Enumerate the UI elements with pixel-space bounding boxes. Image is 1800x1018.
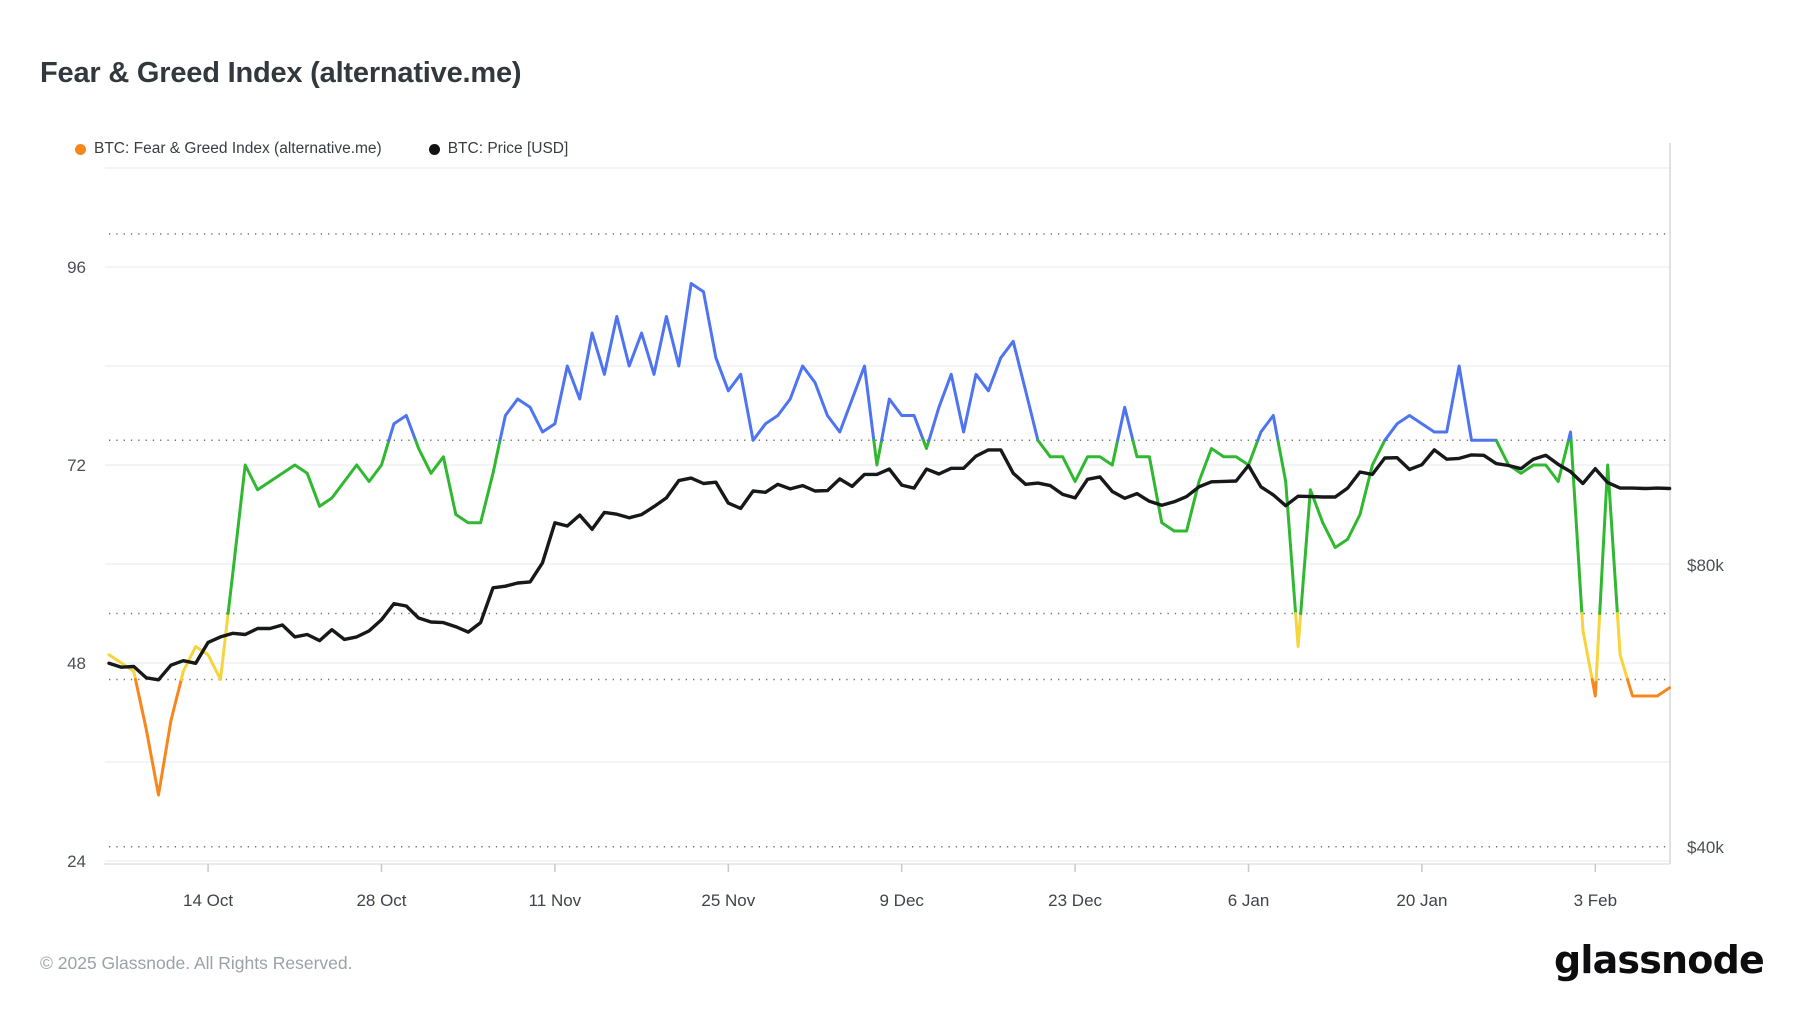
x-tick-label: 14 Oct	[183, 891, 233, 910]
fear-greed-line-segment	[1131, 438, 1260, 533]
fear-greed-line-segment	[921, 438, 931, 450]
page-title: Fear & Greed Index (alternative.me)	[40, 57, 522, 90]
fear-greed-line-segment	[927, 339, 1040, 442]
x-tick-label: 6 Jan	[1228, 891, 1270, 910]
fear-greed-line-segment	[880, 397, 925, 442]
fear-greed-line-segment	[1256, 414, 1280, 442]
fear-greed-line-segment	[1590, 678, 1598, 698]
fear-greed-line-segment	[1299, 438, 1387, 615]
fear-greed-line-segment	[1036, 438, 1120, 483]
legend-marker-price-icon	[428, 143, 440, 155]
y-tick-label-left: 96	[67, 258, 86, 277]
y-tick-label-right: $40k	[1687, 838, 1724, 857]
fear-greed-line-segment	[872, 438, 884, 467]
x-tick-label: 25 Nov	[701, 891, 755, 910]
glassnode-logo: glassnode	[1553, 938, 1765, 982]
x-tick-label: 11 Nov	[529, 891, 582, 910]
fear-greed-line-segment	[1276, 438, 1298, 615]
fear-greed-line-segment	[1383, 364, 1498, 442]
copyright-text: © 2025 Glassnode. All Rights Reserved.	[40, 953, 353, 973]
x-tick-label: 28 Oct	[356, 891, 406, 910]
fear-greed-line-segment	[498, 282, 876, 442]
fear-greed-line-segment	[1594, 612, 1602, 681]
fear-greed-line-segment	[1626, 678, 1672, 698]
fear-greed-line-segment	[1580, 612, 1594, 681]
legend-item-btc-price[interactable]: BTC: Price [USD]	[428, 140, 569, 158]
y-tick-label-left: 48	[67, 654, 86, 673]
price-line	[107, 448, 1672, 682]
legend-item-fear-greed-index[interactable]: BTC: Fear & Greed Index (alternative.me)	[75, 140, 382, 158]
x-tick-label: 3 Feb	[1574, 891, 1617, 910]
fear-greed-line-segment	[414, 438, 502, 525]
legend-label-btc-price: BTC: Price [USD]	[447, 140, 569, 157]
fear-greed-line-segment	[1294, 612, 1303, 648]
y-tick-label-left: 72	[67, 456, 86, 475]
legend-label-fear-greed: BTC: Fear & Greed Index (alternative.me)	[94, 140, 382, 157]
y-tick-label-right: $80k	[1687, 556, 1724, 575]
fear-greed-line-segment	[387, 414, 418, 442]
chart-legend: BTC: Fear & Greed Index (alternative.me)…	[75, 140, 568, 158]
fear-greed-line-segment	[1116, 405, 1135, 442]
fear-greed-line-segment	[1615, 612, 1629, 681]
fear-greed-line-segment	[134, 678, 183, 797]
x-tick-label: 20 Jan	[1396, 891, 1447, 910]
fear-greed-line-segment	[1598, 463, 1619, 615]
fear-greed-line-segment	[226, 438, 391, 615]
y-tick-label-left: 24	[67, 852, 86, 871]
x-tick-label: 23 Dec	[1048, 891, 1102, 910]
fear-greed-line-segment	[1567, 430, 1573, 442]
fear-greed-line-segment	[1569, 438, 1584, 615]
x-tick-label: 9 Dec	[879, 891, 924, 910]
legend-marker-fear-greed-icon	[75, 143, 86, 155]
